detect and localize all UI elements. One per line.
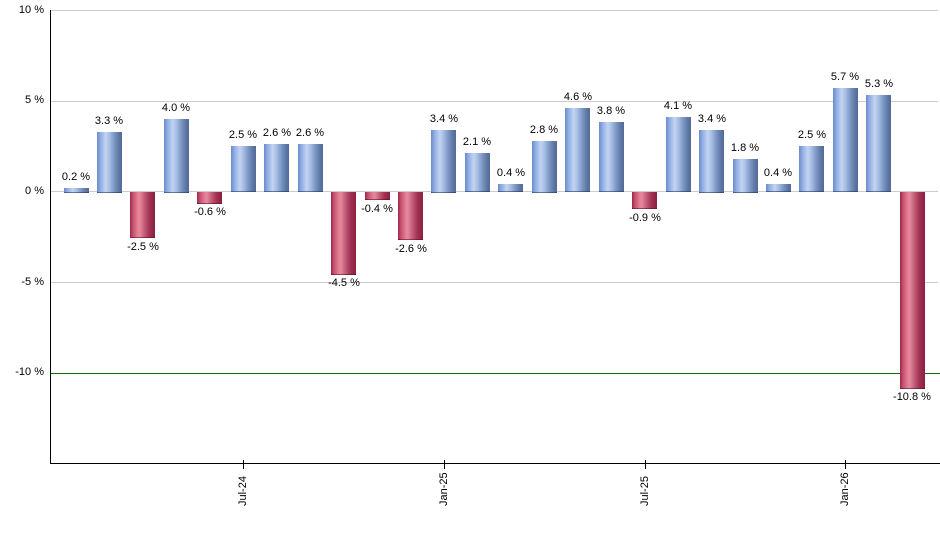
bar-value-label: 5.7 % <box>830 71 860 83</box>
y-axis-label: 0 % <box>25 185 44 197</box>
x-tick-mark <box>645 460 646 469</box>
x-axis-label: Jul-25 <box>639 476 651 506</box>
bar-positive <box>766 184 791 192</box>
bar-positive <box>799 146 824 192</box>
bar-negative <box>398 192 423 240</box>
bar-positive <box>97 132 122 193</box>
x-axis-label: Jul-24 <box>237 476 249 506</box>
bar-positive <box>699 130 724 193</box>
x-tick-mark <box>845 460 846 469</box>
bar-value-label: 3.3 % <box>94 115 124 127</box>
bar-negative <box>331 192 356 275</box>
bar-value-label: 2.5 % <box>228 129 258 141</box>
bar-positive <box>532 141 557 193</box>
bar-value-label: 2.8 % <box>529 124 559 136</box>
bar-value-label: -0.9 % <box>629 212 661 224</box>
y-grid-line <box>51 10 938 11</box>
bar-positive <box>666 117 691 192</box>
bar-value-label: 0.4 % <box>496 167 526 179</box>
bar-negative <box>365 192 390 200</box>
bar-value-label: 4.0 % <box>161 102 191 114</box>
bar-value-label: -4.5 % <box>328 277 360 289</box>
y-axis-label: 10 % <box>18 4 44 16</box>
bar-positive <box>498 184 523 192</box>
x-axis-label: Jan-26 <box>839 472 851 506</box>
bar-value-label: 0.4 % <box>763 167 793 179</box>
bar-value-label: 2.6 % <box>262 127 292 139</box>
bar-positive <box>231 146 256 192</box>
x-axis-label: Jan-25 <box>438 472 450 506</box>
bar-value-label: 3.8 % <box>596 105 626 117</box>
y-axis-label: -5 % <box>21 276 44 288</box>
bar-value-label: -2.6 % <box>395 243 427 255</box>
y-axis-label: -10 % <box>15 366 44 378</box>
bar-value-label: 3.4 % <box>697 113 727 125</box>
bar-value-label: 2.5 % <box>797 129 827 141</box>
y-axis-label: 5 % <box>25 94 44 106</box>
bar-value-label: 3.4 % <box>429 113 459 125</box>
bar-value-label: -0.6 % <box>194 206 226 218</box>
bar-positive <box>298 144 323 192</box>
bar-positive <box>465 153 490 192</box>
bar-negative <box>130 192 155 238</box>
bar-negative <box>632 192 657 209</box>
bar-value-label: 2.6 % <box>295 127 325 139</box>
bar-value-label: -10.8 % <box>893 391 931 403</box>
bar-value-label: 1.8 % <box>730 142 760 154</box>
bar-positive <box>833 88 858 192</box>
bar-value-label: 0.2 % <box>61 171 91 183</box>
bar-positive <box>599 122 624 192</box>
bar-value-label: 4.6 % <box>563 91 593 103</box>
x-tick-mark <box>444 460 445 469</box>
bar-positive <box>733 159 758 193</box>
bar-negative <box>197 192 222 204</box>
threshold-line <box>51 373 940 374</box>
bar-positive <box>431 130 456 193</box>
y-grid-line <box>51 191 938 192</box>
y-grid-line <box>51 101 938 102</box>
x-axis-line <box>50 463 940 464</box>
x-tick-mark <box>243 460 244 469</box>
y-axis-line <box>50 10 51 464</box>
bar-positive <box>64 188 89 193</box>
bar-positive <box>264 144 289 192</box>
bar-value-label: 2.1 % <box>462 136 492 148</box>
bar-positive <box>164 119 189 193</box>
y-grid-line <box>51 282 938 283</box>
bar-positive <box>866 95 891 192</box>
bar-negative <box>900 192 925 389</box>
bar-value-label: -2.5 % <box>127 241 159 253</box>
bar-positive <box>565 108 590 192</box>
bar-value-label: 4.1 % <box>663 100 693 112</box>
bar-value-label: -0.4 % <box>361 203 393 215</box>
bar-value-label: 5.3 % <box>864 78 894 90</box>
